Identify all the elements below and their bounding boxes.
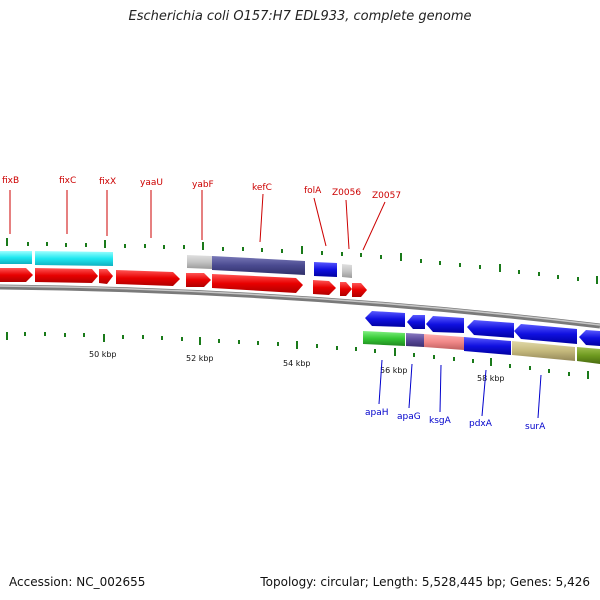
- gene-label-apaG[interactable]: apaG: [397, 412, 421, 422]
- gene-arrow-next[interactable]: [579, 330, 600, 346]
- top-scale-ticks: [6, 238, 598, 284]
- genome-backbone: [0, 284, 600, 329]
- scale-labels: 50 kbp 52 kbp 54 kbp 56 kbp 58 kbp: [89, 350, 505, 383]
- gene-label-Z0056[interactable]: Z0056: [332, 188, 361, 198]
- reverse-label-leaders: [378, 359, 542, 419]
- forward-label-leaders: [9, 190, 386, 251]
- reverse-annotation-track: [363, 331, 600, 364]
- gene-arrow-apaH[interactable]: [365, 311, 405, 327]
- gene-label-fixB[interactable]: fixB: [2, 176, 19, 186]
- gene-bar-yabF-upper[interactable]: [187, 255, 212, 269]
- gene-label-Z0057[interactable]: Z0057: [372, 191, 401, 201]
- gene-bar-pdxA-lower[interactable]: [464, 337, 511, 355]
- gene-bar-Z0056-upper[interactable]: [342, 264, 352, 278]
- gene-bar-kefC-upper[interactable]: [212, 256, 305, 275]
- forward-annotation-track: [0, 251, 352, 278]
- genome-title: Escherichia coli O157:H7 EDL933, complet…: [128, 9, 472, 24]
- scale-label: 58 kbp: [477, 374, 505, 383]
- scale-label: 52 kbp: [186, 354, 214, 363]
- forward-gene-arrows: [0, 268, 367, 297]
- gene-arrow-Z0057[interactable]: [352, 283, 367, 297]
- gene-label-folA[interactable]: folA: [304, 186, 322, 196]
- accession-text: Accession: NC_002655: [9, 575, 146, 589]
- gene-label-fixC[interactable]: fixC: [59, 176, 76, 186]
- gene-label-apaH[interactable]: apaH: [365, 408, 389, 418]
- scale-label: 50 kbp: [89, 350, 117, 359]
- genome-backbone-highlight: [0, 285, 600, 326]
- scale-label: 56 kbp: [380, 366, 408, 375]
- gene-arrow-kefC[interactable]: [212, 274, 303, 293]
- gene-label-kefC[interactable]: kefC: [252, 183, 272, 193]
- gene-bar-folA-upper[interactable]: [314, 262, 337, 277]
- gene-arrow-yabF[interactable]: [186, 273, 211, 287]
- forward-gene-labels: fixB fixC fixX yaaU yabF kefC folA Z0056…: [2, 176, 401, 201]
- gene-arrow-folA[interactable]: [313, 280, 336, 295]
- gene-arrow-fixB[interactable]: [0, 268, 33, 282]
- bottom-scale-ticks: [6, 332, 589, 379]
- gene-bar-apaH-lower[interactable]: [363, 331, 405, 346]
- gene-label-yabF[interactable]: yabF: [192, 180, 214, 190]
- gene-bar-apaG-lower[interactable]: [406, 333, 424, 347]
- gene-arrow-fixX[interactable]: [99, 269, 113, 284]
- gene-arrow-pdxA[interactable]: [467, 320, 514, 338]
- gene-arrow-surA[interactable]: [514, 324, 577, 344]
- gene-arrow-apaG[interactable]: [407, 315, 425, 329]
- gene-arrow-yaaU[interactable]: [116, 270, 180, 286]
- gene-bar-surA-lower[interactable]: [512, 341, 575, 361]
- gene-label-yaaU[interactable]: yaaU: [140, 178, 163, 188]
- gene-arrow-fixC[interactable]: [35, 268, 98, 283]
- gene-label-pdxA[interactable]: pdxA: [469, 419, 493, 429]
- gene-label-fixX[interactable]: fixX: [99, 177, 116, 187]
- gene-bar-fixC-upper[interactable]: [35, 251, 113, 266]
- genome-summary-text: Topology: circular; Length: 5,528,445 bp…: [260, 575, 590, 589]
- gene-label-ksgA[interactable]: ksgA: [429, 416, 452, 426]
- gene-bar-fixB-upper[interactable]: [0, 251, 32, 264]
- gene-arrow-ksgA[interactable]: [426, 316, 464, 333]
- reverse-gene-arrows: [365, 311, 600, 346]
- gene-arrow-Z0056[interactable]: [340, 282, 352, 296]
- gene-bar-next-lower[interactable]: [577, 347, 600, 364]
- gene-bar-ksgA-lower[interactable]: [424, 334, 464, 350]
- reverse-gene-labels: apaH apaG ksgA pdxA surA: [365, 408, 546, 432]
- gene-label-surA[interactable]: surA: [525, 422, 546, 432]
- scale-label: 54 kbp: [283, 359, 311, 368]
